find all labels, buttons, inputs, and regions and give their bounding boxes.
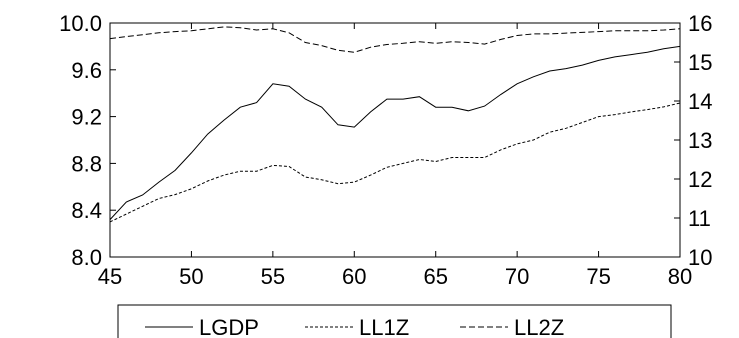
legend-label-lgdp: LGDP [199, 315, 259, 338]
legend-label-ll2z: LL2Z [514, 315, 564, 338]
series-line-lgdp [109, 45, 681, 220]
legend-items: LGDP LL1Z LL2Z [145, 315, 564, 338]
series-line-ll2z [109, 26, 681, 53]
y-right-tick-label: 12 [688, 167, 712, 192]
y-right-axis-ticks: 10 11 12 13 14 15 16 [674, 11, 712, 270]
legend: LGDP LL1Z LL2Z [117, 304, 672, 338]
x-tick-label: 50 [179, 264, 203, 289]
y-right-tick-label: 15 [688, 50, 712, 75]
x-axis-ticks: 45 50 55 60 65 70 75 80 [98, 23, 692, 289]
x-tick-label: 65 [423, 264, 447, 289]
x-tick-label: 55 [261, 264, 285, 289]
y-right-tick-label: 16 [688, 11, 712, 36]
y-left-axis-ticks: 8.0 8.4 8.8 9.2 9.6 10.0 [59, 11, 116, 270]
y-right-tick-label: 11 [688, 206, 711, 231]
y-left-tick-label: 8.8 [71, 151, 102, 176]
y-left-tick-label: 9.2 [71, 105, 102, 130]
y-right-tick-label: 14 [688, 89, 712, 114]
y-left-tick-label: 10.0 [59, 11, 102, 36]
y-right-tick-label: 10 [688, 245, 712, 270]
plot-frame [109, 22, 681, 258]
y-right-tick-label: 13 [688, 128, 712, 153]
legend-label-ll1z: LL1Z [359, 315, 409, 338]
x-tick-label: 70 [505, 264, 529, 289]
y-left-tick-label: 8.4 [71, 198, 102, 223]
y-left-tick-label: 9.6 [71, 58, 102, 83]
x-tick-label: 45 [98, 264, 122, 289]
legend-box [117, 304, 672, 338]
y-left-tick-label: 8.0 [71, 245, 102, 270]
x-tick-label: 75 [586, 264, 610, 289]
series-line-ll1z [109, 102, 681, 223]
x-tick-label: 80 [668, 264, 692, 289]
series-layer [109, 26, 681, 223]
x-tick-label: 60 [342, 264, 366, 289]
